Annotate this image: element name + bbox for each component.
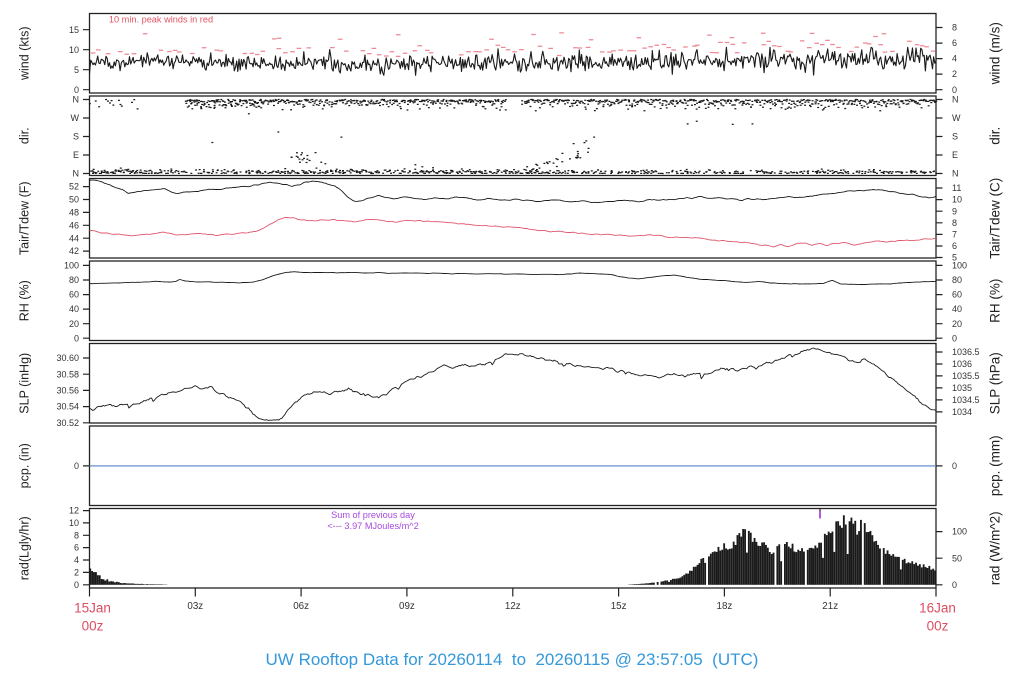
svg-text:7: 7 — [952, 230, 957, 240]
svg-text:9: 9 — [952, 206, 957, 216]
svg-text:10 min. peak winds in red: 10 min. peak winds in red — [109, 15, 213, 25]
svg-text:30.56: 30.56 — [56, 386, 79, 396]
svg-text:S: S — [73, 132, 79, 142]
svg-text:0: 0 — [952, 85, 957, 95]
svg-text:16Jan: 16Jan — [919, 601, 956, 616]
svg-text:0: 0 — [74, 85, 79, 95]
svg-text:8: 8 — [74, 530, 79, 540]
svg-text:30.60: 30.60 — [56, 353, 79, 363]
svg-text:44: 44 — [69, 233, 79, 243]
svg-text:2: 2 — [74, 568, 79, 578]
svg-text:N: N — [952, 169, 959, 179]
svg-text:0: 0 — [952, 333, 957, 343]
svg-text:30.54: 30.54 — [56, 402, 79, 412]
svg-text:1036: 1036 — [952, 359, 972, 369]
svg-text:1034: 1034 — [952, 407, 972, 417]
svg-text:15: 15 — [69, 25, 79, 35]
svg-text:12z: 12z — [505, 601, 521, 612]
svg-text:80: 80 — [952, 275, 962, 285]
svg-text:Tair/Tdew (C): Tair/Tdew (C) — [988, 178, 1003, 259]
svg-text:100: 100 — [64, 261, 79, 271]
svg-text:42: 42 — [69, 246, 79, 256]
svg-text:46: 46 — [69, 220, 79, 230]
svg-text:0: 0 — [952, 580, 957, 590]
svg-text:N: N — [73, 169, 80, 179]
svg-text:30.52: 30.52 — [56, 418, 79, 428]
svg-text:15Jan: 15Jan — [74, 601, 111, 616]
svg-text:100: 100 — [952, 527, 967, 537]
svg-text:1035.5: 1035.5 — [952, 371, 980, 381]
svg-text:Sum of previous day: Sum of previous day — [331, 510, 415, 520]
svg-text:RH (%): RH (%) — [988, 279, 1003, 323]
svg-text:RH (%): RH (%) — [18, 280, 32, 321]
svg-text:W: W — [71, 113, 80, 123]
svg-text:00z: 00z — [927, 619, 949, 634]
svg-text:N: N — [952, 95, 959, 105]
svg-text:W: W — [952, 113, 961, 123]
svg-text:1036.5: 1036.5 — [952, 347, 980, 357]
svg-text:03z: 03z — [187, 601, 203, 612]
svg-text:60: 60 — [952, 290, 962, 300]
svg-text:10: 10 — [69, 45, 79, 55]
svg-text:60: 60 — [69, 290, 79, 300]
svg-text:18z: 18z — [717, 601, 733, 612]
svg-text:4: 4 — [952, 54, 957, 64]
svg-text:wind (kts): wind (kts) — [18, 27, 32, 81]
svg-text:0: 0 — [952, 461, 957, 471]
svg-text:50: 50 — [69, 195, 79, 205]
svg-text:6: 6 — [74, 543, 79, 553]
svg-text:48: 48 — [69, 208, 79, 218]
svg-text:20: 20 — [952, 319, 962, 329]
svg-text:15z: 15z — [611, 601, 627, 612]
svg-text:0: 0 — [74, 333, 79, 343]
svg-text:52: 52 — [69, 182, 79, 192]
svg-text:S: S — [952, 132, 958, 142]
svg-text:rad (W/m^2): rad (W/m^2) — [988, 511, 1003, 585]
svg-text:10: 10 — [952, 195, 962, 205]
svg-text:N: N — [73, 95, 80, 105]
svg-text:12: 12 — [69, 506, 79, 516]
svg-text:0: 0 — [74, 580, 79, 590]
svg-text:2: 2 — [952, 69, 957, 79]
svg-text:8: 8 — [952, 23, 957, 33]
svg-text:E: E — [73, 150, 79, 160]
svg-text:10: 10 — [69, 518, 79, 528]
svg-text:80: 80 — [69, 275, 79, 285]
svg-text:40: 40 — [69, 304, 79, 314]
svg-text:6: 6 — [952, 241, 957, 251]
svg-text:4: 4 — [74, 555, 79, 565]
svg-text:30.58: 30.58 — [56, 369, 79, 379]
svg-text:06z: 06z — [293, 601, 309, 612]
svg-text:rad(Lgly/hr): rad(Lgly/hr) — [18, 516, 32, 580]
svg-text:SLP (inHg): SLP (inHg) — [18, 353, 32, 414]
svg-text:21z: 21z — [822, 601, 838, 612]
svg-text:Tair/Tdew (F): Tair/Tdew (F) — [18, 181, 32, 255]
svg-text:11: 11 — [952, 183, 961, 193]
svg-text:UW Rooftop Data for 20260114: UW Rooftop Data for 20260114 to 20260115… — [266, 650, 759, 669]
svg-text:pcp. (in): pcp. (in) — [18, 443, 32, 488]
svg-text:5: 5 — [74, 65, 79, 75]
svg-text:0: 0 — [74, 461, 79, 471]
svg-text:wind (m/s): wind (m/s) — [988, 22, 1003, 85]
svg-text:dir.: dir. — [18, 127, 32, 144]
svg-text:dir.: dir. — [988, 127, 1003, 145]
svg-text:6: 6 — [952, 38, 957, 48]
svg-text:40: 40 — [952, 304, 962, 314]
svg-text:SLP (hPa): SLP (hPa) — [988, 352, 1003, 414]
svg-text:1034.5: 1034.5 — [952, 395, 980, 405]
svg-text:<--- 3.97 MJoules/m^2: <--- 3.97 MJoules/m^2 — [327, 521, 418, 531]
svg-text:00z: 00z — [82, 619, 104, 634]
svg-text:pcp. (mm): pcp. (mm) — [988, 435, 1003, 496]
svg-text:5: 5 — [952, 253, 957, 263]
svg-text:1035: 1035 — [952, 383, 972, 393]
svg-text:E: E — [952, 150, 958, 160]
svg-text:09z: 09z — [399, 601, 415, 612]
svg-text:20: 20 — [69, 319, 79, 329]
svg-text:100: 100 — [952, 261, 967, 271]
svg-text:50: 50 — [952, 553, 962, 563]
svg-text:8: 8 — [952, 218, 957, 228]
